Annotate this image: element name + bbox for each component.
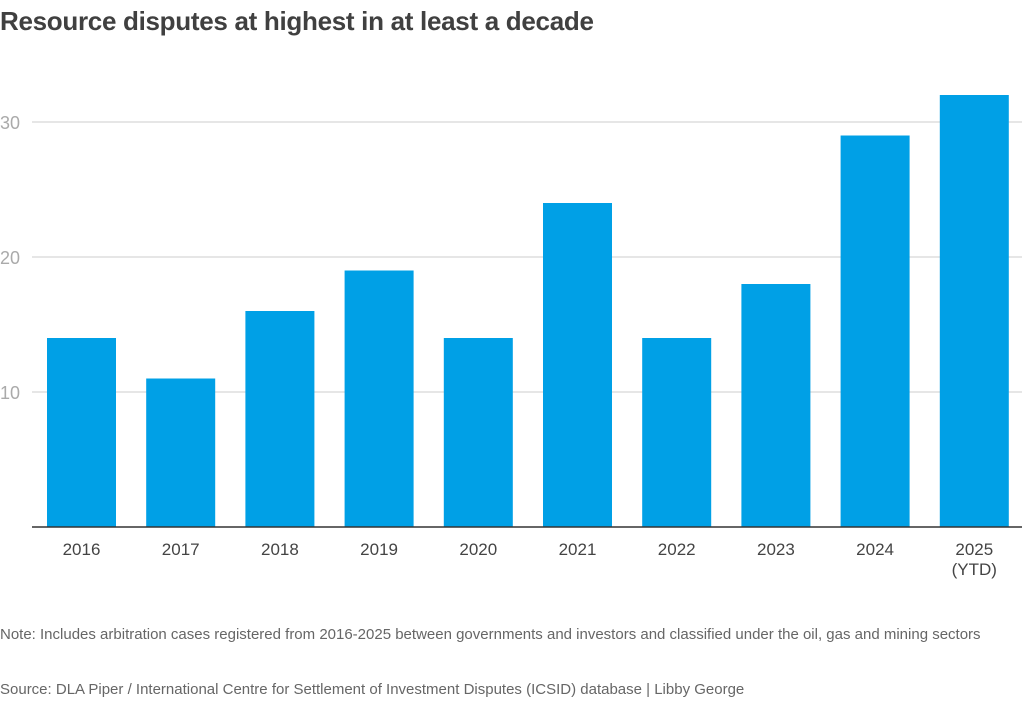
- x-tick-label: 2024: [856, 540, 894, 559]
- x-tick-label: 2023: [757, 540, 795, 559]
- bar-2016: [47, 338, 116, 527]
- y-tick-label: 20: [0, 248, 20, 268]
- x-tick-label: 2022: [658, 540, 696, 559]
- bar-2024: [840, 135, 910, 527]
- x-tick-label: 2017: [162, 540, 200, 559]
- bar-2019: [344, 270, 414, 527]
- bar-2022: [642, 338, 712, 527]
- x-tick-label: 2019: [360, 540, 398, 559]
- x-tick-label: (YTD): [952, 560, 997, 579]
- x-tick-label: 2020: [459, 540, 497, 559]
- bar-chart: 10 20 30 2016 2017 2018 2019 2020 2021 2022 2023 20…: [0, 95, 1022, 579]
- x-tick-label: 2025: [955, 540, 993, 559]
- bar-2025: [939, 95, 1009, 527]
- x-tick-label: 2018: [261, 540, 299, 559]
- x-tick-label: 2016: [63, 540, 101, 559]
- y-tick-label: 10: [0, 383, 20, 403]
- bar-2021: [543, 203, 612, 527]
- bar-2018: [245, 311, 315, 527]
- bar-2017: [146, 378, 216, 527]
- chart-title: Resource disputes at highest in at least…: [0, 6, 594, 36]
- y-tick-label: 30: [0, 113, 20, 133]
- bar-2020: [443, 338, 513, 527]
- chart-note: Note: Includes arbitration cases registe…: [0, 626, 981, 643]
- chart-source: Source: DLA Piper / International Centre…: [0, 681, 745, 698]
- bar-2023: [741, 284, 811, 527]
- x-tick-label: 2021: [559, 540, 597, 559]
